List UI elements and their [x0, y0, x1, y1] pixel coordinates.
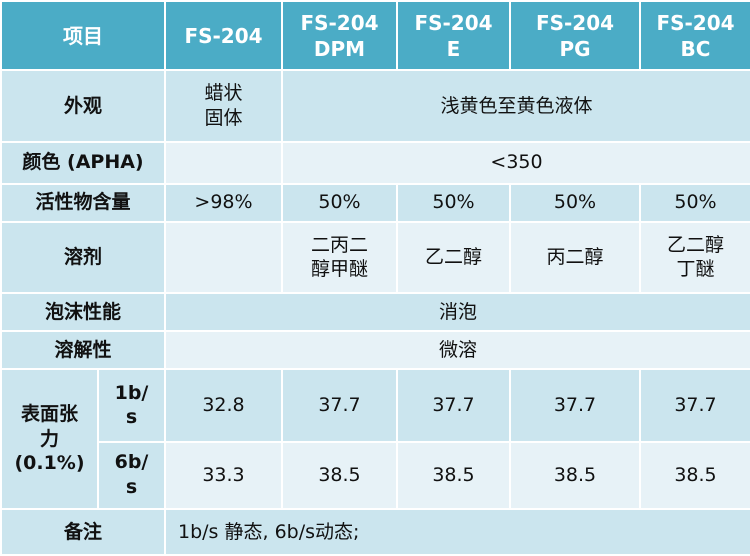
note-value: 1b/s 静态, 6b/s动态;	[164, 507, 750, 556]
tension-6bs-value: 38.5	[281, 440, 398, 510]
tension-6bs-value: 38.5	[396, 440, 511, 510]
solvent-fs204	[164, 220, 283, 295]
row-tension-1bs: 表面张力 (0.1%) 1b/s 32.8 37.7 37.7 37.7 37.7	[0, 368, 750, 510]
foam-value: 消泡	[164, 292, 750, 333]
label-1bs: 1b/s	[97, 368, 166, 443]
appearance-others: 浅黄色至黄色液体	[281, 69, 750, 143]
label-active-content: 活性物含量	[0, 182, 166, 223]
active-value: 50%	[509, 182, 641, 223]
row-tension-6bs: 6b/s 33.3 38.5 38.5 38.5 38.5	[1, 440, 750, 510]
row-foam: 泡沫性能 消泡	[0, 292, 750, 333]
row-solvent: 溶剂 二丙二 醇甲醚 乙二醇 丙二醇 乙二醇 丁醚	[0, 220, 750, 295]
solvent-e: 乙二醇	[396, 220, 511, 295]
header-row: 项目 FS-204 FS-204 DPM FS-204 E FS-204 PG FS-…	[0, 0, 750, 72]
solubility-value: 微溶	[164, 330, 750, 371]
header-fs204-dpm: FS-204 DPM	[281, 0, 398, 72]
row-solubility: 溶解性 微溶	[0, 330, 750, 371]
solvent-pg: 丙二醇	[509, 220, 641, 295]
header-item: 项目	[0, 0, 166, 72]
tension-1bs-value: 32.8	[164, 368, 283, 443]
active-value: 50%	[396, 182, 511, 223]
label-color: 颜色 (APHA)	[0, 140, 166, 185]
active-value: >98%	[164, 182, 283, 223]
label-foam: 泡沫性能	[0, 292, 166, 333]
appearance-fs204: 蜡状 固体	[164, 69, 283, 143]
tension-1bs-value: 37.7	[396, 368, 511, 443]
solvent-dpm: 二丙二 醇甲醚	[281, 220, 398, 295]
row-appearance: 外观 蜡状 固体 浅黄色至黄色液体	[0, 69, 750, 143]
color-others: <350	[281, 140, 750, 185]
tension-1bs-value: 37.7	[639, 368, 750, 443]
row-color: 颜色 (APHA) <350	[0, 140, 750, 185]
tension-6bs-value: 33.3	[164, 440, 283, 510]
row-active-content: 活性物含量 >98% 50% 50% 50% 50%	[0, 182, 750, 223]
label-6bs: 6b/s	[97, 440, 166, 510]
header-fs204-pg: FS-204 PG	[509, 0, 641, 72]
active-value: 50%	[281, 182, 398, 223]
header-fs204-bc: FS-204 BC	[639, 0, 750, 72]
label-note: 备注	[0, 507, 166, 556]
label-solvent: 溶剂	[0, 220, 166, 295]
tension-6bs-value: 38.5	[639, 440, 750, 510]
solvent-bc: 乙二醇 丁醚	[639, 220, 750, 295]
tension-1bs-value: 37.7	[281, 368, 398, 443]
tension-1bs-value: 37.7	[509, 368, 641, 443]
header-fs204-e: FS-204 E	[396, 0, 511, 72]
label-appearance: 外观	[0, 69, 166, 143]
label-solubility: 溶解性	[0, 330, 166, 371]
tension-6bs-value: 38.5	[509, 440, 641, 510]
label-surface-tension: 表面张力 (0.1%)	[0, 368, 99, 510]
row-note: 备注 1b/s 静态, 6b/s动态;	[0, 507, 750, 556]
header-fs204: FS-204	[164, 0, 283, 72]
active-value: 50%	[639, 182, 750, 223]
color-fs204	[164, 140, 283, 185]
